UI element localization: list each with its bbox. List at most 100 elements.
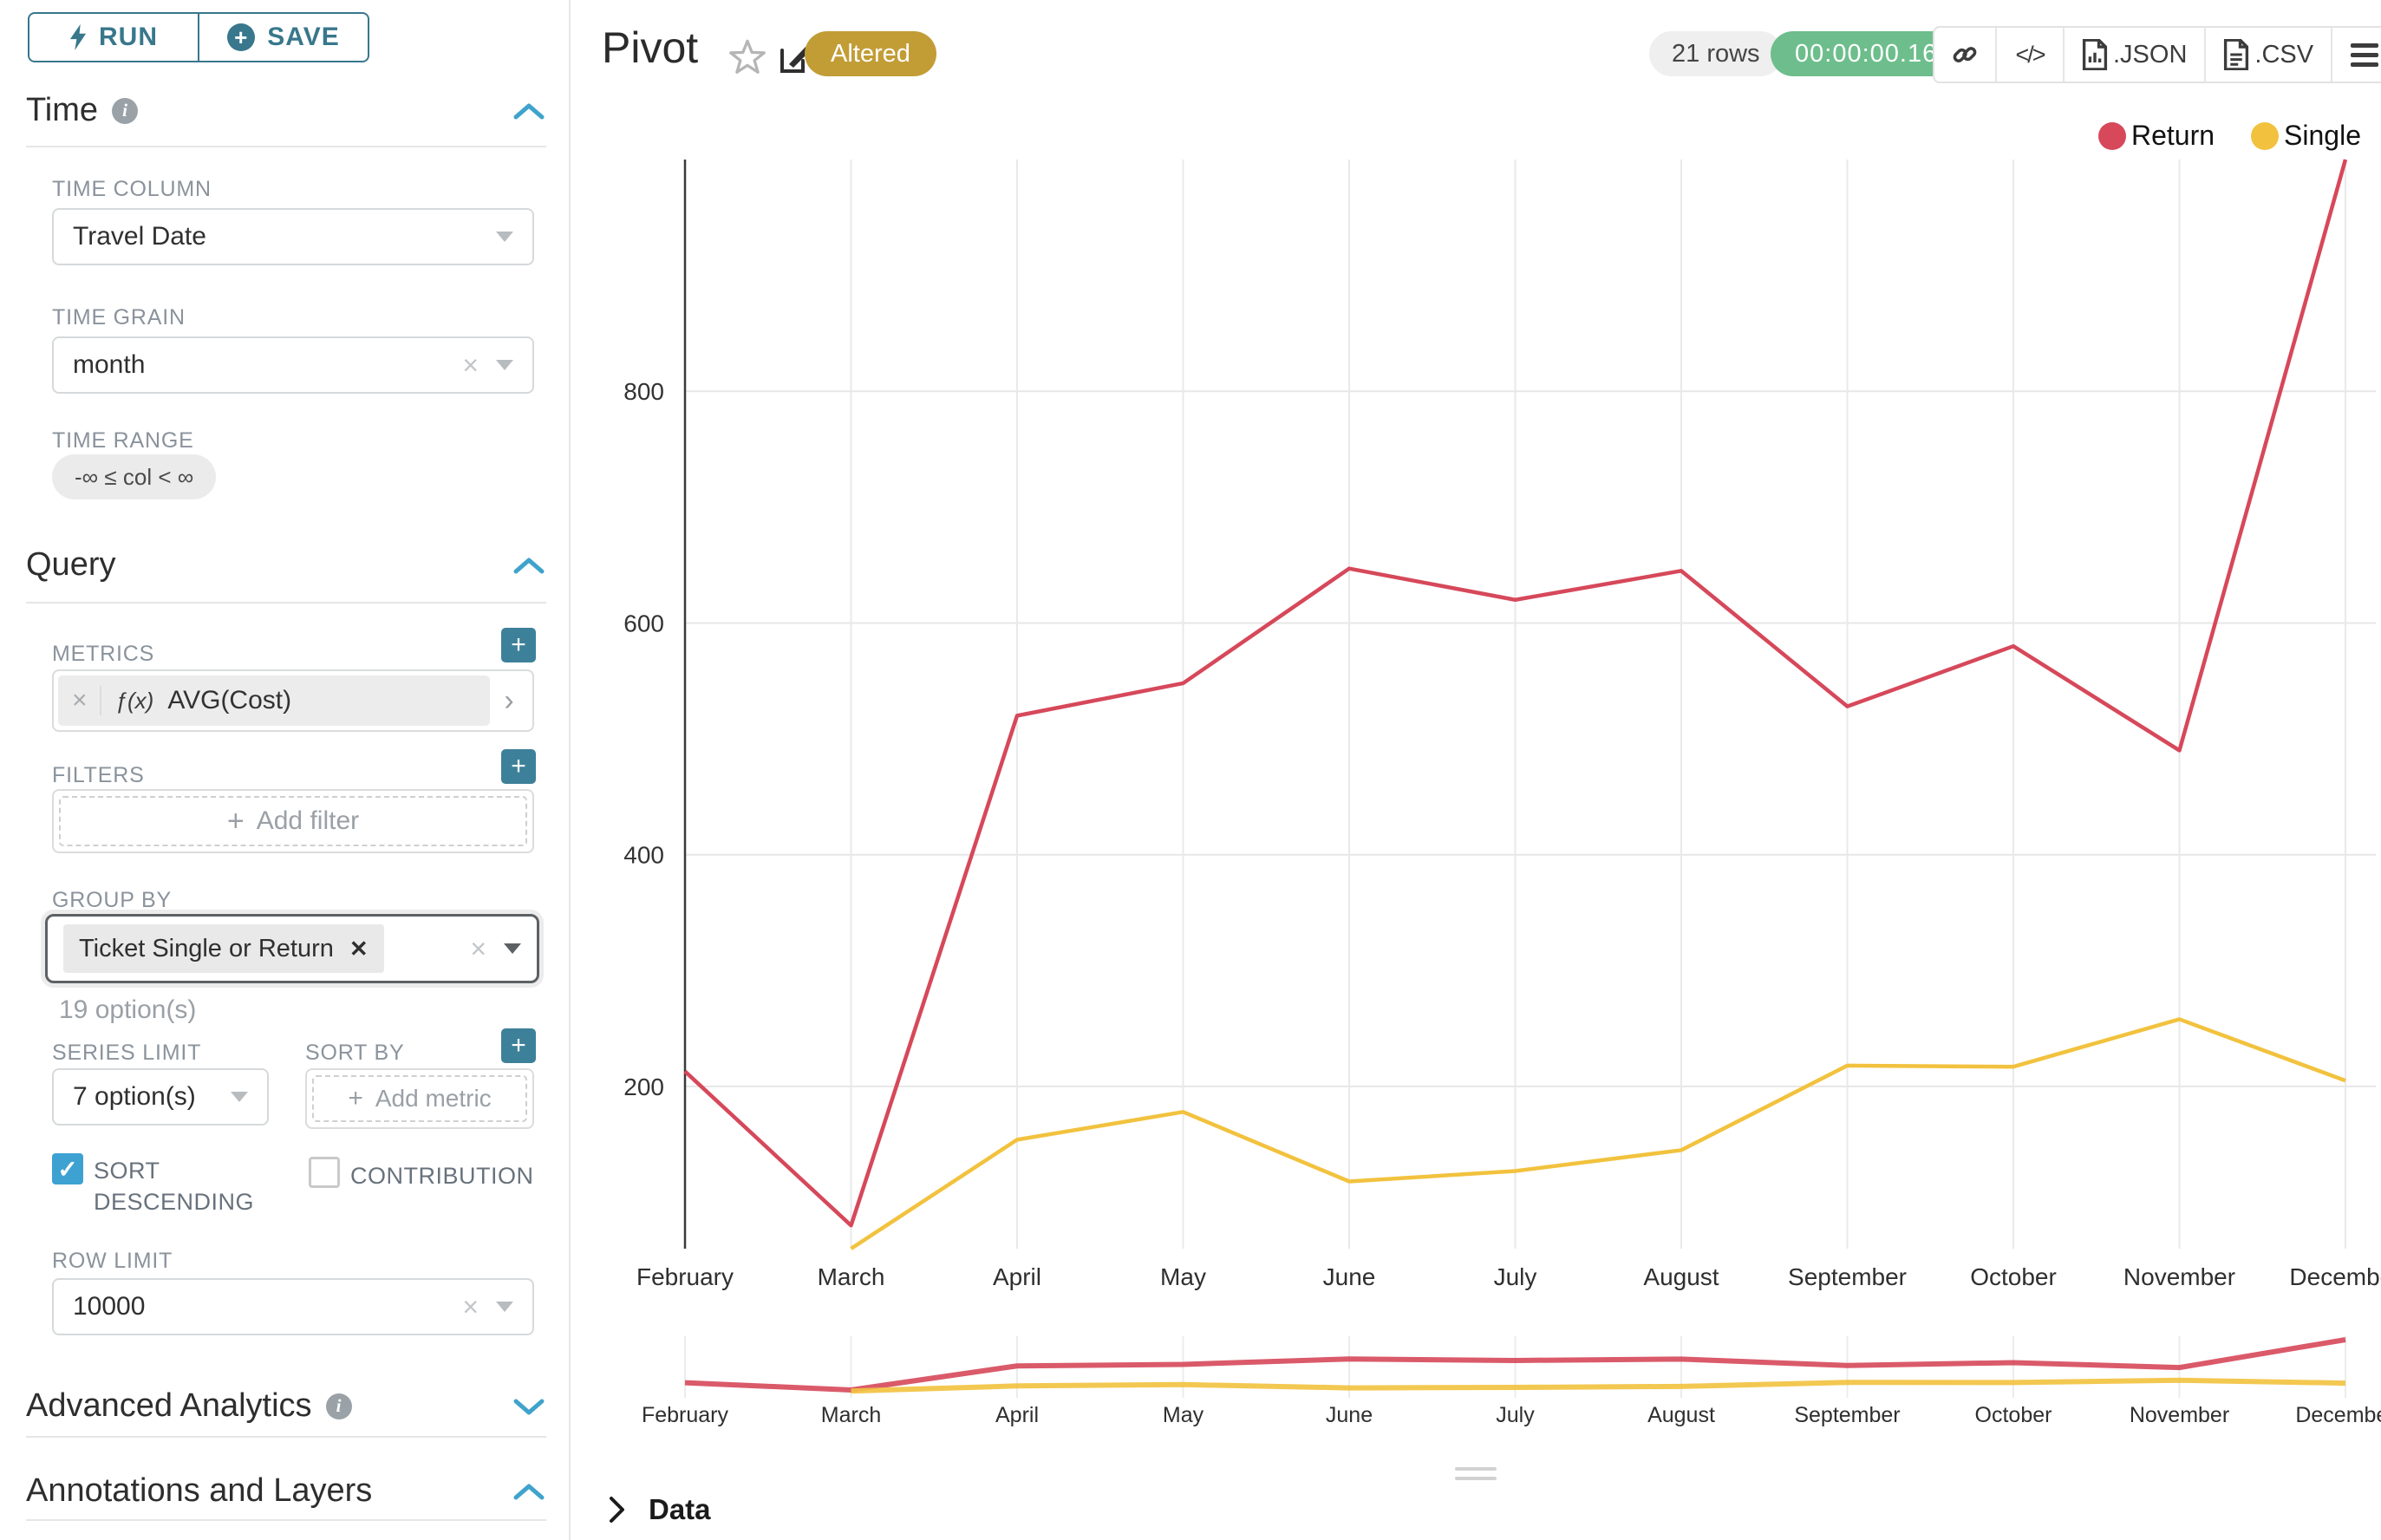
add-filter-dashed[interactable]: + Add filter xyxy=(59,796,527,846)
mini-x-axis-tick-label: February xyxy=(642,1403,729,1427)
json-label: .JSON xyxy=(2113,40,2188,69)
row-count-badge: 21 rows xyxy=(1649,31,1783,76)
clear-icon[interactable]: × xyxy=(462,1290,479,1322)
data-panel-title: Data xyxy=(649,1493,711,1525)
control-panel: RUN + SAVE Time i TIME COLUMN Travel Dat… xyxy=(0,0,571,1540)
add-sort-metric-dashed[interactable]: + Add metric xyxy=(312,1075,527,1122)
chart-legend: Return Single xyxy=(2098,120,2361,152)
group-by-tag-label: Ticket Single or Return xyxy=(79,934,334,962)
x-axis-tick-label: April xyxy=(993,1263,1041,1290)
y-axis-tick-label: 600 xyxy=(623,610,664,636)
export-csv-button[interactable]: .CSV xyxy=(2204,28,2331,82)
chevron-down-icon xyxy=(496,360,513,370)
annotations-title: Annotations and Layers xyxy=(26,1472,373,1509)
info-icon[interactable]: i xyxy=(112,97,139,124)
legend-label: Single xyxy=(2284,120,2361,151)
x-axis-tick-label: July xyxy=(1494,1263,1537,1290)
annotations-header[interactable]: Annotations and Layers xyxy=(26,1472,545,1510)
contribution-label: CONTRIBUTION xyxy=(350,1163,534,1189)
series-limit-value: 7 option(s) xyxy=(73,1082,196,1111)
mini-x-axis-tick-label: August xyxy=(1647,1403,1715,1427)
row-limit-select[interactable]: 10000 × xyxy=(52,1278,534,1335)
mini-x-axis-tick-label: September xyxy=(1794,1403,1900,1427)
chevron-down-icon xyxy=(231,1092,248,1102)
save-button[interactable]: + SAVE xyxy=(198,14,368,61)
time-column-label: TIME COLUMN xyxy=(52,177,212,201)
single-mini-line[interactable] xyxy=(851,1377,2346,1394)
advanced-analytics-header[interactable]: Advanced Analytics i xyxy=(26,1387,545,1425)
csv-label: .CSV xyxy=(2254,40,2314,69)
time-column-select[interactable]: Travel Date xyxy=(52,208,534,265)
return-line[interactable] xyxy=(683,159,2348,1228)
time-grain-value: month xyxy=(73,350,146,379)
time-grain-label: TIME GRAIN xyxy=(52,305,186,330)
info-icon[interactable]: i xyxy=(325,1393,352,1419)
mini-x-axis-tick-label: October xyxy=(1975,1403,2052,1427)
single-line[interactable] xyxy=(850,1017,2346,1250)
sort-descending-checkbox[interactable]: ✓ xyxy=(52,1153,83,1184)
chevron-up-icon[interactable] xyxy=(513,556,545,575)
y-axis-tick-label: 200 xyxy=(623,1073,664,1100)
legend-item-return[interactable]: Return xyxy=(2098,120,2215,152)
mini-x-axis-tick-label: July xyxy=(1496,1403,1535,1427)
remove-tag-icon[interactable]: ✕ xyxy=(349,935,369,962)
filters-label: FILTERS xyxy=(52,763,145,787)
run-button[interactable]: RUN xyxy=(29,14,198,61)
altered-badge[interactable]: Altered xyxy=(805,31,936,76)
add-metric-button[interactable]: + xyxy=(501,628,536,662)
time-column-value: Travel Date xyxy=(73,222,206,251)
legend-item-single[interactable]: Single xyxy=(2251,120,2361,152)
json-file-icon xyxy=(2082,39,2108,70)
add-filter-button[interactable]: + xyxy=(501,749,536,784)
time-range-value[interactable]: -∞ ≤ col < ∞ xyxy=(52,454,217,499)
time-section-header[interactable]: Time i xyxy=(26,92,545,129)
chevron-right-icon[interactable]: › xyxy=(504,683,514,717)
plus-circle-icon: + xyxy=(227,23,256,51)
add-filter-label: Add filter xyxy=(256,806,360,835)
x-axis-tick-label: August xyxy=(1643,1263,1719,1290)
data-panel-header[interactable]: Data xyxy=(607,1493,711,1526)
metric-item[interactable]: × ƒ(x) AVG(Cost) › xyxy=(52,669,534,732)
link-icon xyxy=(1953,47,1977,62)
legend-dot xyxy=(2098,121,2126,150)
row-limit-value: 10000 xyxy=(73,1292,146,1321)
chart-panel: 200 400 600 800 February February March March Ap… xyxy=(572,0,2381,1540)
embed-code-button[interactable]: </> xyxy=(1995,28,2063,82)
clear-icon[interactable]: × xyxy=(470,932,486,964)
copy-link-button[interactable] xyxy=(1934,28,1995,82)
chevron-up-icon[interactable] xyxy=(513,1482,545,1501)
export-json-button[interactable]: .JSON xyxy=(2063,28,2204,82)
x-axis-tick-label: December xyxy=(2289,1263,2381,1290)
clear-icon[interactable]: × xyxy=(462,349,479,381)
more-menu-button[interactable] xyxy=(2331,28,2381,82)
divider xyxy=(26,146,546,147)
metrics-label: METRICS xyxy=(52,642,155,666)
remove-icon[interactable]: × xyxy=(72,686,101,715)
metric-pill[interactable]: × ƒ(x) AVG(Cost) xyxy=(58,675,490,726)
chevron-up-icon[interactable] xyxy=(513,101,545,121)
group-by-select[interactable]: Ticket Single or Return ✕ × xyxy=(45,914,539,983)
x-axis-tick-label: February xyxy=(636,1263,734,1290)
group-by-tag[interactable]: Ticket Single or Return ✕ xyxy=(63,924,384,973)
legend-dot xyxy=(2251,121,2280,150)
chevron-down-icon[interactable] xyxy=(513,1397,545,1416)
x-axis-tick-label: October xyxy=(1970,1263,2057,1290)
add-sort-metric-button[interactable]: + xyxy=(501,1028,536,1063)
legend-label: Return xyxy=(2131,120,2215,151)
run-save-button-group: RUN + SAVE xyxy=(28,12,369,62)
star-icon[interactable] xyxy=(728,38,766,76)
group-by-label: GROUP BY xyxy=(52,888,172,912)
resize-handle[interactable] xyxy=(1455,1467,1497,1486)
add-metric-label: Add metric xyxy=(375,1085,492,1112)
metric-value: AVG(Cost) xyxy=(167,686,292,715)
time-range-label: TIME RANGE xyxy=(52,428,194,453)
contribution-checkbox[interactable] xyxy=(309,1157,340,1188)
mini-x-axis-tick-label: April xyxy=(995,1403,1039,1427)
return-mini-line[interactable] xyxy=(684,1337,2346,1393)
series-limit-select[interactable]: 7 option(s) xyxy=(52,1068,269,1126)
run-button-label: RUN xyxy=(99,23,158,51)
query-section-header[interactable]: Query xyxy=(26,546,545,584)
time-grain-select[interactable]: month × xyxy=(52,336,534,394)
